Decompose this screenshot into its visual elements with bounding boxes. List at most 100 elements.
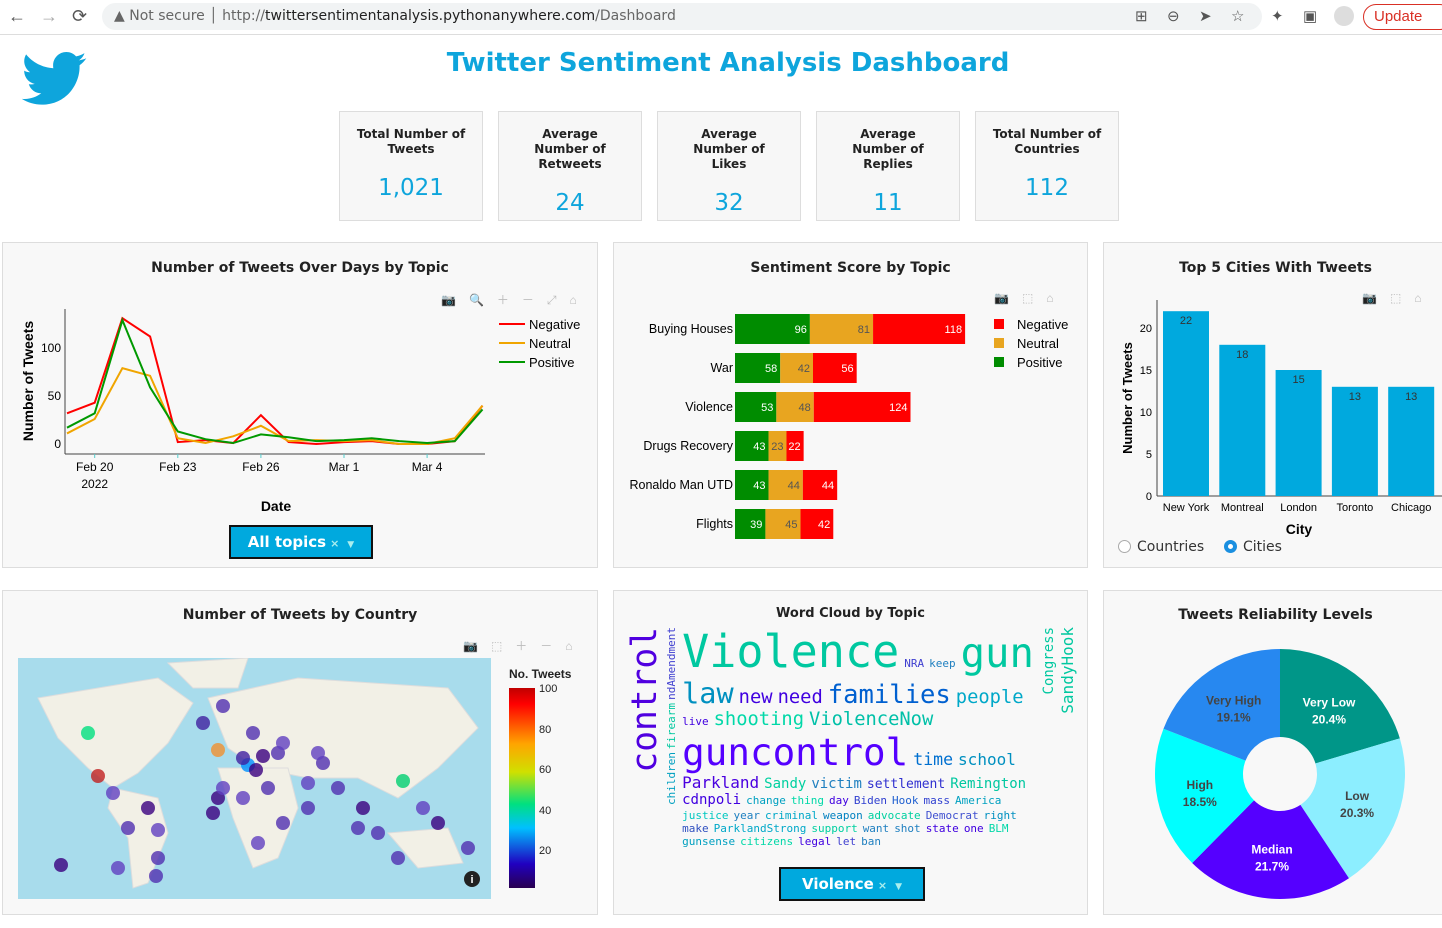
slice-percent: 21.7% <box>1255 860 1289 874</box>
word-cloud-word: year <box>733 808 760 822</box>
radio-countries[interactable]: Countries <box>1118 539 1204 555</box>
country-marker <box>121 821 135 835</box>
legend-swatch <box>994 338 1004 348</box>
chevron-down-icon[interactable]: ▼ <box>895 882 902 892</box>
chart-title: Sentiment Score by Topic <box>750 260 951 276</box>
word-cloud-word: one <box>963 821 984 835</box>
bar-value-label: 43 <box>753 441 765 453</box>
bar-value-label: 42 <box>798 363 810 375</box>
word-cloud-word: Democrat <box>925 808 979 822</box>
world-map[interactable]: i <box>18 658 491 899</box>
tweets-by-country-panel: Number of Tweets by Country 📷⬚＋－⌂ i No. … <box>2 590 598 915</box>
modebar[interactable]: 📷⬚＋－⌂ <box>463 639 586 653</box>
bar-value-label: 22 <box>788 441 800 453</box>
land <box>386 827 464 869</box>
bar-value-label: 118 <box>945 324 963 336</box>
send-icon[interactable]: ➤ <box>1199 8 1212 25</box>
back-button[interactable]: ← <box>8 6 26 26</box>
star-icon[interactable]: ☆ <box>1231 8 1245 25</box>
word-cloud-word: justice <box>682 808 729 822</box>
top-cities-panel: Top 5 Cities With Tweets 📷⬚⌂ 0 5 10 15 20 22 N… <box>1103 242 1442 568</box>
colorbar-tick: 20 <box>539 845 552 857</box>
reliability-panel: Tweets Reliability Levels Very Low 20.4% L… <box>1103 590 1442 915</box>
clear-icon[interactable]: × <box>330 537 340 550</box>
modebar[interactable]: 📷⬚⌂ <box>994 291 1067 305</box>
y-tick-label: 100 <box>41 341 61 355</box>
clear-icon[interactable]: × <box>877 879 888 892</box>
word-cloud-word: cdnpoli <box>682 792 742 809</box>
bar-segment-negative <box>873 314 966 344</box>
modebar[interactable]: 📷⬚⌂ <box>1362 291 1435 305</box>
country-marker <box>91 769 105 783</box>
address-bar-background[interactable] <box>102 3 1262 30</box>
stat-label: Average Number of Replies <box>852 127 924 171</box>
series-line-neutral <box>66 366 484 445</box>
twitter-bird-icon <box>22 52 87 105</box>
word-cloud-word: new <box>738 686 773 708</box>
word-cloud-word: people <box>955 686 1024 708</box>
x-tick-label: Mar 4 <box>412 460 443 474</box>
word-cloud-word: BLM <box>988 821 1009 835</box>
word-topic-dropdown[interactable]: Violence × ▼ <box>779 867 925 901</box>
donut-chart[interactable]: Very Low 20.4% Low 20.3% Median 21.7% High 18.5… <box>1104 591 1442 916</box>
city-bar-chart[interactable]: 0 5 10 15 20 22 New York 18 Montreal 15 London 13 To… <box>1104 243 1442 543</box>
reload-button[interactable]: ⟳ <box>72 6 88 26</box>
y-axis-title: Number of Tweets <box>20 321 36 442</box>
modebar[interactable]: 📷🔍＋－⤢⌂ <box>441 293 590 307</box>
translate-icon[interactable]: ⊞ <box>1135 8 1148 25</box>
topic-dropdown[interactable]: All topics × ▼ <box>229 525 373 559</box>
zoom-icon[interactable]: ⊖ <box>1167 8 1180 25</box>
address-bar[interactable]: ▲ Not secure │ http://twittersentimentan… <box>114 8 676 24</box>
radio-button[interactable] <box>1118 540 1131 553</box>
line-chart[interactable]: 0 50 100 Feb 20 Feb 23 Feb 26 Mar 1 Mar 4 2022 Da… <box>3 243 599 523</box>
colorbar-tick: 40 <box>539 804 552 817</box>
word-cloud-word: America <box>955 794 1002 808</box>
word-cloud-word: NRA <box>904 657 925 670</box>
bar-value-label: 96 <box>795 324 807 336</box>
country-marker <box>251 836 265 850</box>
bar-segment-positive <box>735 470 769 500</box>
word-cloud-word: children <box>665 752 679 806</box>
stat-label: Average Number of Retweets <box>534 127 606 171</box>
radio-cities[interactable]: Cities <box>1224 539 1282 555</box>
chevron-down-icon[interactable]: ▼ <box>347 540 355 550</box>
pie-slice-median <box>1192 800 1349 899</box>
bar-value-label: 81 <box>858 324 870 336</box>
url-scheme: http:// <box>222 8 265 24</box>
word-cloud-word: gun <box>960 629 1034 677</box>
bar-value-label: 18 <box>1236 349 1248 361</box>
x-tick-label: London <box>1280 502 1317 514</box>
land <box>107 787 169 889</box>
word-cloud-word: thing <box>790 794 824 808</box>
stacked-bar-chart[interactable]: Buying Houses 96 81 118 War 58 42 56 Violence 53 4… <box>614 243 1089 563</box>
word-cloud-word: Congress <box>1041 627 1058 695</box>
land <box>166 658 249 689</box>
word-topic-value: Violence <box>802 875 874 893</box>
sidebar-icon[interactable]: ▣ <box>1303 8 1318 25</box>
country-marker <box>196 716 210 730</box>
word-cloud-main: Violence NRA keep gun law new need families peop… <box>682 627 1038 859</box>
word-cloud-word: ban <box>861 834 881 848</box>
radio-button-selected[interactable] <box>1224 540 1237 553</box>
stat-value: 32 <box>714 190 744 216</box>
extensions-icon[interactable]: ✦ <box>1271 8 1284 25</box>
stat-card: Total Number of Tweets 1,021 <box>339 111 483 221</box>
x-tick-label: Feb 20 <box>76 460 114 474</box>
colorbar-tick: 60 <box>539 764 552 776</box>
country-marker <box>149 869 163 883</box>
profile-avatar[interactable] <box>1334 6 1354 26</box>
slice-percent: 20.4% <box>1312 712 1346 726</box>
bar-segment-positive <box>735 509 766 539</box>
city-bar <box>1275 370 1322 496</box>
chart-title: Number of Tweets Over Days by Topic <box>151 260 449 276</box>
url-host: twittersentimentanalysis.pythonanywhere.… <box>265 8 596 24</box>
word-cloud-word: make <box>682 821 709 835</box>
bar-value-label: 39 <box>750 519 762 531</box>
stat-card: Average Number of Likes 32 <box>657 111 801 221</box>
update-button[interactable]: Update <box>1363 4 1442 30</box>
forward-button[interactable]: → <box>40 6 58 26</box>
y-tick-label: 10 <box>1140 407 1152 419</box>
word-cloud-word: control <box>625 627 665 773</box>
word-cloud-word: right <box>983 808 1017 822</box>
slice-percent: 20.3% <box>1340 806 1374 820</box>
